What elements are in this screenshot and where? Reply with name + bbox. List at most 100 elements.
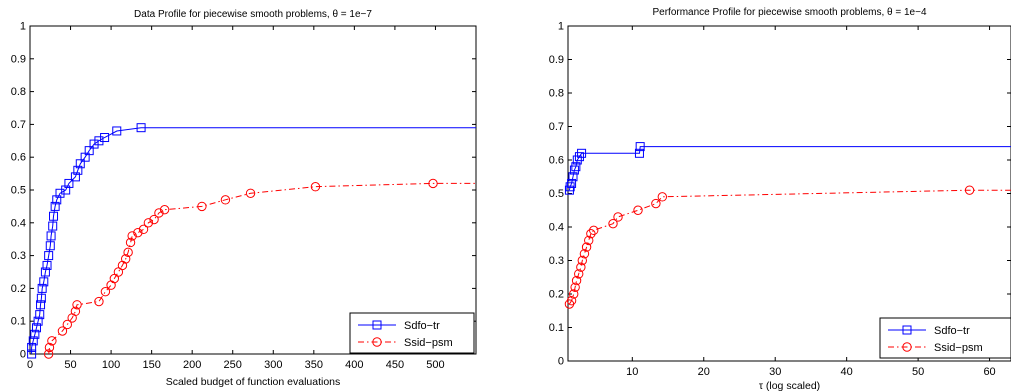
chart1-series-1-point-6: [35, 310, 45, 320]
chart1-series-1-point-24: [73, 165, 83, 175]
chart1-legend-marker-2: [372, 337, 382, 347]
chart1-series-1-point-10: [39, 277, 49, 287]
chart1-ytick-label-6: 0.6: [11, 152, 26, 164]
chart1-xtick-label-9: 450: [386, 359, 404, 371]
chart1-ytick-label-10: 1: [20, 21, 26, 33]
chart1-series-2-point-6: [70, 306, 81, 317]
chart1-series-2-point-14: [120, 254, 131, 264]
chart2-series-2-point-13: [608, 218, 618, 229]
chart1-series-1-point-3: [30, 329, 40, 339]
chart2-series-2-point-12: [589, 225, 599, 236]
chart2-series-2-point-7: [577, 255, 587, 266]
chart2-series-2-point-10: [584, 235, 594, 246]
chart2-series-2-point-17: [657, 192, 668, 202]
chart1-series-2-point-1: [44, 342, 55, 353]
chart1-series-1-point-19: [52, 195, 62, 205]
chart1-series-1-point-30: [100, 133, 110, 143]
chart1-xtick-label-6: 300: [264, 359, 282, 371]
chart1-series-2-point-19: [138, 224, 149, 235]
chart1-legend-label-2: Ssid−psm: [404, 337, 453, 349]
chart2-series-1-point-7: [574, 152, 584, 162]
chart1-series-2-point-25: [220, 195, 231, 205]
chart1-series-2-point-20: [143, 218, 154, 228]
chart2-ytick-label-7: 0.7: [549, 121, 564, 133]
chart2-series-1-point-9: [634, 148, 644, 158]
chart2-xtick-label-4: 50: [912, 366, 924, 378]
chart1-series-1-point-25: [75, 159, 85, 169]
chart1-series-2-point-28: [428, 178, 438, 189]
chart1-xtick-label-8: 400: [345, 359, 363, 371]
chart1-series-2-point-4: [62, 319, 73, 330]
chart2-ytick-label-10: 1: [558, 21, 564, 33]
chart2-xtick-label-2: 30: [769, 366, 781, 378]
chart1-xtick-label-5: 250: [224, 359, 242, 371]
chart2-legend-marker-2: [902, 342, 912, 352]
chart2-series-2-point-5: [574, 269, 584, 279]
chart1-series-1-point-28: [89, 139, 99, 149]
chart1-series-2-point-10: [106, 280, 116, 290]
chart1-legend-box: [349, 312, 475, 354]
chart2-series-1-line: [568, 146, 1011, 191]
chart2-plot-frame: [567, 25, 1011, 362]
chart1-xtick-label-2: 100: [102, 359, 120, 371]
chart2-legend-box: [879, 317, 1011, 359]
chart2-series-1-point-5: [571, 162, 581, 172]
chart1-legend-marker-1: [372, 320, 382, 330]
chart2-series-2-point-15: [633, 205, 643, 215]
chart2-series-2-point-3: [570, 282, 580, 292]
chart2-ytick-label-6: 0.6: [549, 155, 564, 167]
chart1-series-1-point-0: [27, 349, 37, 359]
chart1-ytick-label-7: 0.7: [11, 119, 26, 131]
chart1-series-1-point-18: [50, 201, 60, 211]
chart1-xtick-label-1: 50: [64, 359, 76, 371]
chart2-series-1-point-2: [567, 178, 577, 188]
chart1-series-1-point-13: [44, 251, 54, 261]
chart2-legend-marker-1: [902, 325, 912, 335]
chart1-series-2-point-8: [94, 296, 104, 307]
chart1-series-1-point-15: [46, 231, 56, 241]
chart2-series-1-point-8: [577, 148, 587, 158]
chart2-xtick-label-5: 60: [983, 366, 995, 378]
chart2-series-1-point-10: [635, 142, 645, 152]
chart1-series-2-point-24: [197, 201, 207, 212]
chart2-series-2-point-14: [613, 212, 623, 222]
chart1-xtick-label-0: 0: [27, 359, 33, 371]
chart1-series-1-point-29: [94, 136, 104, 146]
chart2-ytick-label-2: 0.2: [549, 289, 564, 301]
chart1-series-2-point-3: [57, 326, 68, 336]
chart1-xtick-label-10: 500: [426, 359, 444, 371]
chart2-series-2-line: [568, 189, 1011, 305]
chart1-series-2-point-2: [47, 336, 57, 346]
chart2-ytick-label-4: 0.4: [549, 222, 564, 234]
chart2-xlabel: τ (log scaled): [759, 380, 820, 392]
chart1-series-1-point-8: [36, 293, 46, 303]
chart1-ytick-label-1: 0.1: [11, 316, 26, 328]
chart1-ytick-label-8: 0.8: [11, 86, 26, 98]
chart1-series-1-point-21: [61, 185, 71, 195]
chart1-legend-label-1: Sdfo−tr: [404, 320, 440, 332]
chart2-series-2-point-8: [579, 249, 590, 259]
chart1-xtick-label-3: 150: [142, 359, 160, 371]
chart2-title: Performance Profile for piecewise smooth…: [652, 7, 926, 18]
chart1-ytick-label-5: 0.5: [11, 185, 26, 197]
chart2-series-2-point-4: [571, 275, 582, 286]
chart1-series-1-point-2: [28, 336, 38, 346]
chart1-series-1-point-27: [84, 146, 94, 156]
chart1-series-1-point-16: [48, 221, 58, 231]
chart1-series-2-point-22: [154, 208, 164, 218]
chart1-ytick-label-9: 0.9: [11, 53, 26, 65]
chart1-series-1-point-7: [36, 300, 46, 310]
chart2-legend-label-1: Sdfo−tr: [934, 325, 970, 337]
chart2-ytick-label-3: 0.3: [549, 255, 564, 267]
chart1-ytick-label-4: 0.4: [11, 217, 26, 229]
chart2-series-2-point-11: [586, 229, 596, 239]
chart2-series-2-point-1: [566, 296, 577, 306]
chart1-series-1-point-20: [55, 188, 65, 198]
chart2-series-1-point-3: [568, 172, 578, 182]
chart1-ytick-label-2: 0.2: [11, 283, 26, 295]
chart1-series-2-point-26: [245, 188, 256, 198]
chart2-ytick-label-8: 0.8: [549, 88, 564, 100]
chart2-series-1-point-0: [564, 185, 574, 195]
chart1-series-1-point-22: [64, 178, 74, 188]
